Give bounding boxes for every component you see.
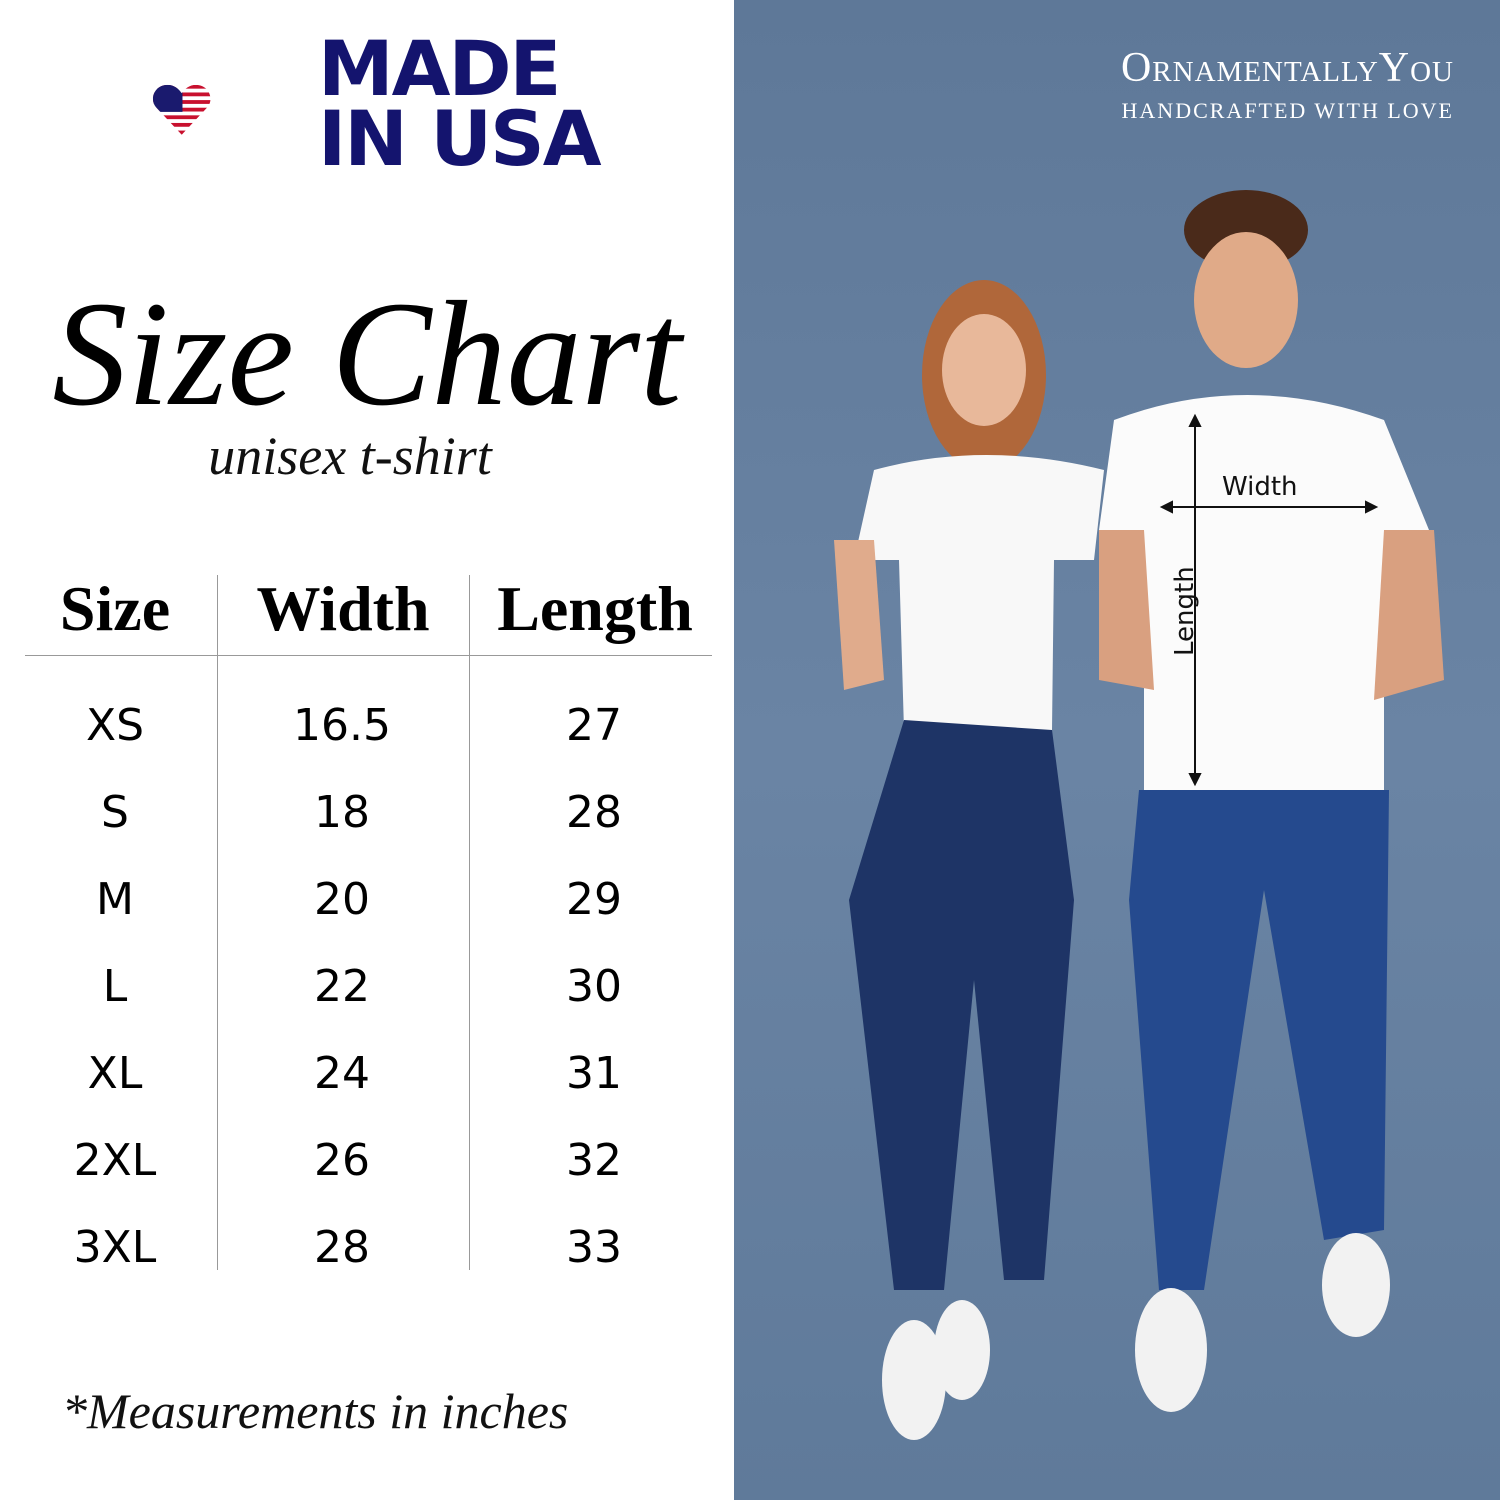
man-shirt [1099, 395, 1429, 795]
column-header-width: Width [256, 573, 430, 644]
table-cell-width: 18 [314, 787, 370, 838]
column-divider [217, 575, 218, 1270]
brand-tagline: HANDCRAFTED WITH LOVE [1121, 98, 1454, 123]
table-cell-width: 16.5 [293, 700, 391, 751]
column-divider [469, 575, 470, 1270]
table-cell-length: 30 [566, 961, 622, 1012]
badge-line-2: IN USA [318, 94, 602, 183]
table-cell-size: 3XL [73, 1222, 157, 1273]
woman-shoe [934, 1300, 990, 1400]
brand-name: OrnamentallyYou [1120, 45, 1454, 91]
man-arm [1374, 530, 1444, 700]
made-in-usa-badge: MADE IN USA [318, 24, 602, 183]
table-cell-length: 27 [566, 700, 622, 751]
man-jeans [1129, 790, 1389, 1290]
brand-logo: OrnamentallyYou HANDCRAFTED WITH LOVE [1121, 44, 1454, 124]
length-annotation: Length [1170, 566, 1200, 656]
column-header-size: Size [59, 573, 171, 644]
table-cell-length: 28 [566, 787, 622, 838]
table-cell-length: 29 [566, 874, 622, 925]
table-cell-length: 33 [566, 1222, 622, 1273]
page-subtitle: unisex t-shirt [208, 426, 492, 486]
man-shoe [1135, 1288, 1207, 1412]
table-cell-size: XL [87, 1048, 143, 1099]
table-cell-width: 22 [314, 961, 370, 1012]
footnote: *Measurements in inches [62, 1383, 569, 1439]
table-cell-size: S [101, 787, 129, 838]
column-header-length: Length [497, 573, 693, 644]
table-cell-width: 24 [314, 1048, 370, 1099]
header-divider [25, 655, 712, 656]
woman-arm [834, 540, 884, 690]
models-illustration [834, 190, 1444, 1440]
woman-jeans [849, 720, 1074, 1290]
table-cell-width: 28 [314, 1222, 370, 1273]
table-cell-size: L [102, 961, 128, 1012]
table-cell-width: 26 [314, 1135, 370, 1186]
table-cell-size: M [96, 874, 134, 925]
man-face [1194, 232, 1298, 368]
woman-shirt [854, 455, 1104, 730]
woman-shoe [882, 1320, 946, 1440]
table-cell-length: 32 [566, 1135, 622, 1186]
width-annotation: Width [1222, 472, 1298, 502]
table-cell-width: 20 [314, 874, 370, 925]
badge-line-1: MADE [318, 24, 561, 113]
man-arm [1099, 530, 1154, 690]
page-title: Size Chart [52, 271, 682, 437]
table-cell-size: 2XL [73, 1135, 157, 1186]
woman-face [942, 314, 1026, 426]
measurement-arrows [1159, 413, 1379, 787]
table-cell-size: XS [85, 700, 145, 751]
man-shoe [1322, 1233, 1390, 1337]
heart-flag-icon [152, 84, 211, 135]
table-cell-length: 31 [566, 1048, 622, 1099]
size-chart-panel: MADE IN USA Size Chart unisex t-shirt Si… [0, 0, 734, 1500]
model-photo: Width Length OrnamentallyYou HANDCRAFTED… [734, 0, 1500, 1500]
